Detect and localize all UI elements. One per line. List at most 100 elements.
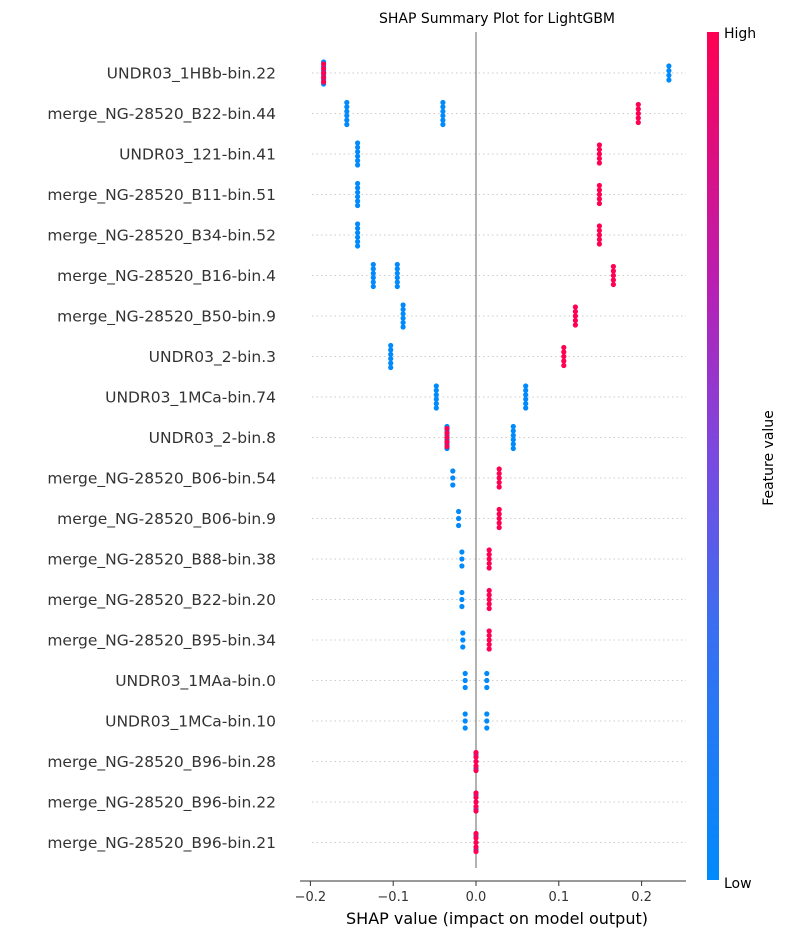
point-low-5-0-5 <box>370 283 376 290</box>
point-low-3-0-0 <box>355 180 361 187</box>
point-high-9-0-4 <box>444 443 450 450</box>
point-low-6-0-2 <box>400 311 406 317</box>
point-high-10-0-0 <box>496 466 502 472</box>
point-high-11-0-0 <box>496 506 502 513</box>
point-low-5-0-2 <box>370 270 376 276</box>
point-low-5-1-0 <box>394 261 400 268</box>
point-low-4-0-1 <box>355 225 361 231</box>
point-high-9-0-1 <box>444 430 450 436</box>
point-high-17-0-2 <box>473 758 479 765</box>
point-high-11-0-2 <box>496 515 502 522</box>
point-high-18-0-4 <box>473 808 479 814</box>
point-high-13-0-0 <box>486 587 492 594</box>
point-low-1-0-2 <box>344 108 350 114</box>
colorbar-high-label: High <box>724 26 756 42</box>
point-high-1-0-4 <box>635 119 641 126</box>
point-high-7-0-2 <box>561 353 567 360</box>
point-low-7-0-3 <box>388 356 394 362</box>
x-axis-label: SHAP value (impact on model output) <box>346 909 648 928</box>
point-high-13-0-4 <box>486 605 492 612</box>
feature-label-2: UNDR03_121-bin.41 <box>119 146 276 165</box>
point-low-9-1-2 <box>510 432 516 438</box>
point-low-12-0-0 <box>459 549 465 555</box>
point-low-5-1-2 <box>394 270 400 276</box>
point-low-14-0-1 <box>460 637 466 643</box>
point-high-18-0-3 <box>473 803 479 810</box>
point-high-9-0-2 <box>444 434 450 441</box>
point-high-2-0-3 <box>596 155 603 162</box>
point-low-6-0-3 <box>400 315 406 321</box>
point-high-1-0-1 <box>635 106 641 112</box>
point-low-6-0-4 <box>400 320 406 326</box>
point-low-3-0-4 <box>355 198 361 204</box>
x-ticks: −0.2 −0.1 0.0 0.1 0.2 <box>295 881 652 905</box>
point-low-13-0-2 <box>459 603 465 610</box>
point-low-9-1-1 <box>510 428 516 434</box>
point-high-10-0-1 <box>496 470 502 477</box>
point-low-2-0-0 <box>355 140 361 146</box>
point-high-17-0-1 <box>473 754 479 760</box>
point-low-2-0-5 <box>355 162 361 168</box>
feature-label-5: merge_NG-28520_B16-bin.4 <box>57 267 276 286</box>
point-low-15-1-2 <box>484 684 490 691</box>
point-low-14-0-0 <box>460 630 466 636</box>
point-high-14-0-4 <box>486 646 492 652</box>
point-high-12-0-1 <box>486 551 492 558</box>
point-high-5-0-4 <box>610 281 617 288</box>
point-high-14-0-2 <box>486 637 492 643</box>
point-high-4-0-0 <box>596 223 603 229</box>
point-high-7-0-3 <box>561 358 567 364</box>
point-high-12-0-2 <box>486 556 492 562</box>
point-low-5-1-4 <box>394 279 400 285</box>
point-high-11-0-3 <box>496 520 502 526</box>
point-high-11-0-1 <box>496 511 502 517</box>
point-low-11-0-0 <box>456 508 462 515</box>
point-low-2-0-3 <box>355 153 361 159</box>
point-high-4-0-1 <box>596 227 603 234</box>
point-high-5-0-2 <box>610 272 617 279</box>
point-low-2-0-1 <box>355 144 361 150</box>
point-low-4-0-3 <box>355 234 361 240</box>
point-low-4-0-4 <box>355 239 361 245</box>
point-high-6-0-1 <box>572 308 579 315</box>
point-low-5-0-0 <box>370 261 376 268</box>
point-low-9-1-3 <box>510 437 516 443</box>
point-low-6-0-0 <box>400 302 406 308</box>
point-low-10-0-1 <box>450 475 456 481</box>
point-low-1-1-4 <box>440 117 446 123</box>
point-high-14-0-1 <box>486 632 492 639</box>
point-low-16-1-1 <box>484 718 490 724</box>
point-high-3-0-0 <box>596 182 603 189</box>
point-low-8-0-1 <box>433 387 439 393</box>
point-low-3-0-3 <box>355 194 361 200</box>
point-high-10-0-4 <box>496 484 502 490</box>
colorbar-title: Feature value <box>761 410 777 506</box>
point-high-1-0-2 <box>635 110 641 117</box>
point-low-1-0-4 <box>344 117 350 123</box>
point-high-5-0-0 <box>610 263 617 270</box>
point-low-16-0-0 <box>462 711 468 717</box>
point-low-5-1-3 <box>394 275 400 281</box>
point-low-7-0-2 <box>388 351 394 357</box>
point-high-1-0-3 <box>635 115 641 121</box>
point-high-3-0-3 <box>596 196 603 202</box>
point-low-6-0-1 <box>400 306 406 312</box>
point-low-7-0-1 <box>388 347 394 353</box>
point-high-3-0-4 <box>596 200 603 207</box>
point-high-17-0-0 <box>473 749 479 756</box>
feature-label-8: UNDR03_1MCa-bin.74 <box>105 389 276 408</box>
point-low-9-1-5 <box>510 445 516 452</box>
point-extra-0-0-3 <box>666 77 672 83</box>
point-high-4-0-2 <box>596 232 603 238</box>
chart-title: SHAP Summary Plot for LightGBM <box>379 11 615 27</box>
point-high-19-0-1 <box>473 835 479 841</box>
point-high-12-0-3 <box>486 560 492 567</box>
data-points <box>321 59 672 855</box>
point-low-7-0-5 <box>388 364 394 371</box>
point-high-0-0-2 <box>321 70 327 76</box>
point-low-1-0-3 <box>344 113 350 119</box>
point-low-8-0-0 <box>433 383 439 389</box>
point-low-16-1-0 <box>484 711 490 717</box>
point-high-2-0-1 <box>596 146 603 153</box>
